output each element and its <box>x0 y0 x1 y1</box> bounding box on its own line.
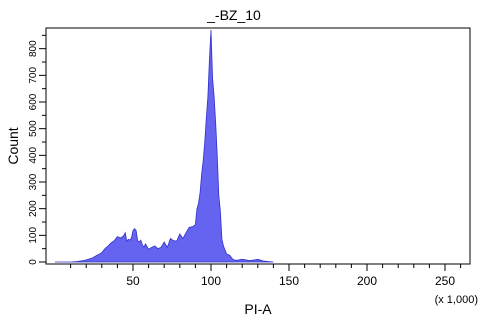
y-tick-label: 700 <box>28 67 39 84</box>
y-tick-label: 800 <box>28 40 39 57</box>
x-axis-scale-note: (x 1,000) <box>435 294 478 306</box>
x-tick-label: 150 <box>279 274 299 288</box>
y-axis: 0 100 200 300 400 500 600 700 800 <box>28 34 46 265</box>
plot-area <box>45 27 471 265</box>
x-tick-label: 200 <box>357 274 377 288</box>
x-axis-label: PI-A <box>244 301 272 317</box>
x-tick-label: 50 <box>126 274 140 288</box>
x-tick-label: 100 <box>201 274 221 288</box>
y-tick-label: 600 <box>28 93 39 110</box>
y-tick-label: 100 <box>28 227 39 244</box>
y-axis-label: Count <box>5 127 21 164</box>
histogram-fill-group <box>55 29 274 263</box>
histogram-area <box>55 29 274 263</box>
chart-title: _-BZ_10 <box>206 7 261 23</box>
y-tick-label: 200 <box>28 200 39 217</box>
y-tick-label: 400 <box>28 147 39 164</box>
x-tick-label: 250 <box>435 274 455 288</box>
y-tick-label: 0 <box>28 259 39 265</box>
x-axis: 50 100 150 200 250 <box>70 264 462 288</box>
y-tick-label: 300 <box>28 173 39 190</box>
y-tick-label: 500 <box>28 120 39 137</box>
